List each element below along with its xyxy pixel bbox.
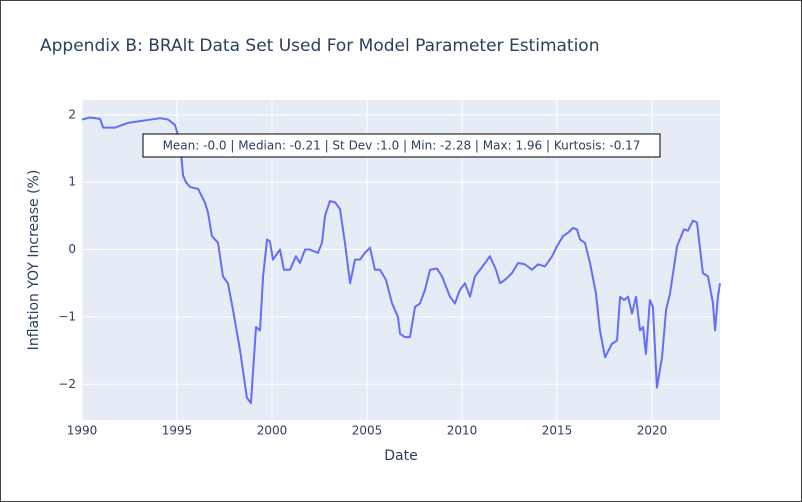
data-line — [81, 116, 721, 405]
x-tick-label: 1995 — [162, 424, 193, 438]
x-tick-label: 2015 — [542, 424, 573, 438]
lines — [81, 116, 721, 405]
x-tick-label: 2010 — [447, 424, 478, 438]
x-axis-label: Date — [384, 448, 417, 464]
y-tick-label: 1 — [68, 175, 76, 189]
y-tick-label: −1 — [58, 309, 76, 323]
x-tick-label: 2020 — [637, 424, 668, 438]
y-tick-label: 0 — [68, 242, 76, 256]
x-tick-label: 2005 — [352, 424, 383, 438]
x-tick-label: 2000 — [257, 424, 288, 438]
x-tick-label: 1990 — [67, 424, 98, 438]
y-tick-label: 2 — [68, 107, 76, 121]
annotation-box — [142, 133, 661, 158]
y-axis-label: Inflation YOY Increase (%) — [26, 170, 42, 351]
chart-title: Appendix B: BRAlt Data Set Used For Mode… — [40, 36, 599, 56]
annotation: Mean: -0.0 | Median: -0.21 | St Dev :1.0… — [163, 139, 641, 153]
y-tick-label: −2 — [58, 377, 76, 391]
